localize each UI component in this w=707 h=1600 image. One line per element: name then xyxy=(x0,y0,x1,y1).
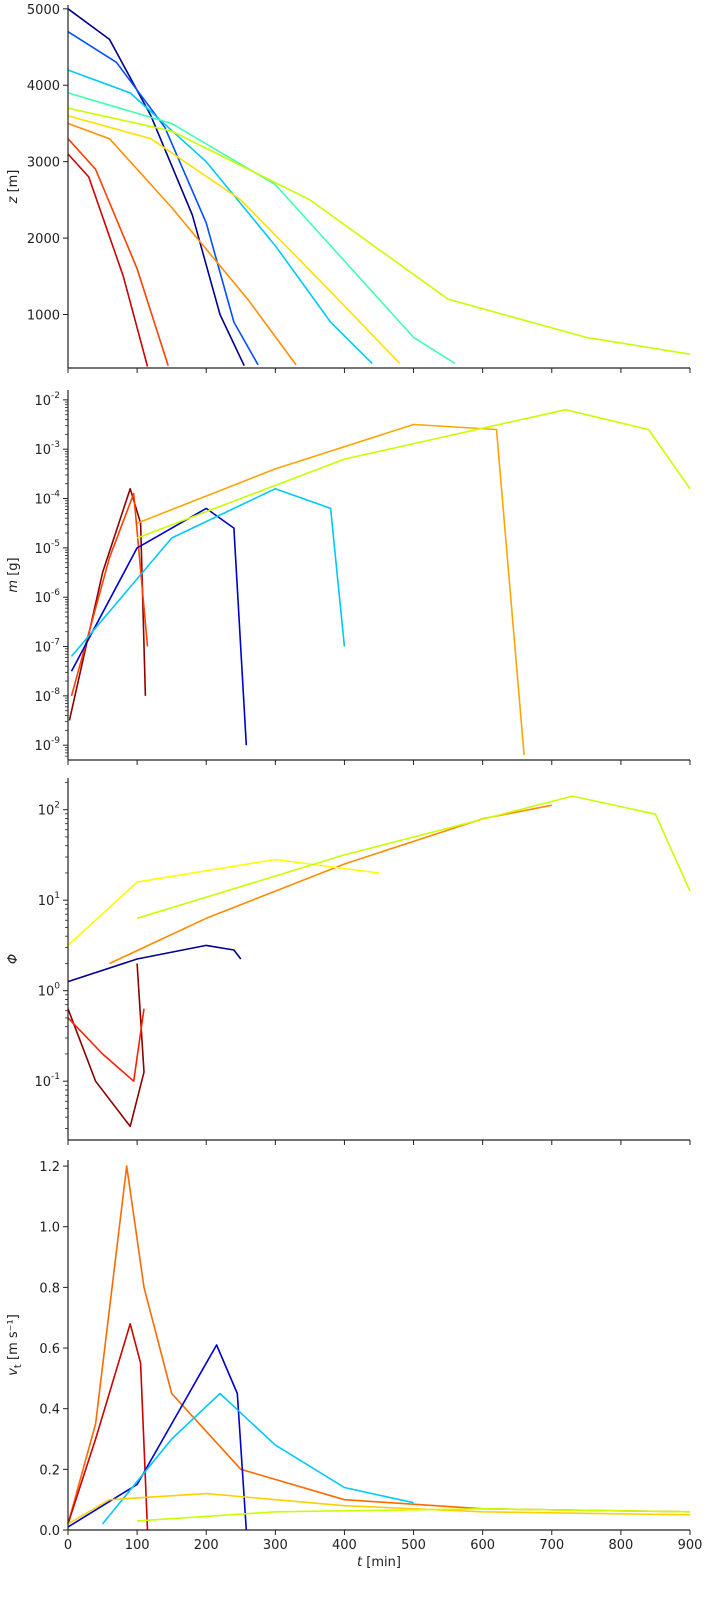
x-axis-label: t [min] xyxy=(357,1555,401,1570)
y-tick-label: 3000 xyxy=(27,156,60,171)
y-tick-label: 10-8 xyxy=(34,687,60,705)
series-line-8 xyxy=(67,138,169,366)
series-line-4 xyxy=(67,858,380,946)
y-tick-label: 5000 xyxy=(27,3,60,18)
series-line-5 xyxy=(67,944,242,983)
y-tick-label: 10-9 xyxy=(34,736,60,754)
series-line-7 xyxy=(67,122,297,366)
y-tick-label: 0.2 xyxy=(39,1463,60,1478)
series-line-2 xyxy=(70,492,149,697)
y-tick-label: 10-1 xyxy=(34,1072,60,1090)
series-line-4 xyxy=(70,487,346,657)
y-tick-label: 4000 xyxy=(27,79,60,94)
x-tick-label: 0 xyxy=(64,1538,72,1553)
series-line-6 xyxy=(136,795,691,920)
y-tick-label: 1.0 xyxy=(39,1221,60,1236)
y-tick-label: 10-7 xyxy=(34,638,60,656)
series-line-5 xyxy=(67,107,691,355)
series-line-4 xyxy=(67,92,456,365)
series-line-4 xyxy=(101,1392,414,1525)
series-line-6 xyxy=(137,1508,691,1522)
series-line-6 xyxy=(136,408,691,539)
y-axis-label: m [g] xyxy=(6,557,21,592)
series-line-1 xyxy=(67,1165,691,1525)
x-tick-label: 200 xyxy=(194,1538,219,1553)
x-tick-label: 900 xyxy=(678,1538,703,1553)
series-line-6 xyxy=(67,115,401,364)
y-tick-label: 2000 xyxy=(27,232,60,247)
series-line-3 xyxy=(70,507,248,746)
x-tick-label: 400 xyxy=(332,1538,357,1553)
y-tick-label: 100 xyxy=(38,982,61,1000)
y-tick-label: 1.2 xyxy=(39,1160,60,1175)
series-group xyxy=(68,408,691,756)
series-group xyxy=(67,8,691,367)
y-tick-label: 10-6 xyxy=(34,588,60,606)
series-line-2 xyxy=(67,31,259,366)
y-tick-label: 1000 xyxy=(27,309,60,324)
panel-3: 10-1 100 101 102 Φ xyxy=(6,778,691,1145)
series-line-2 xyxy=(67,1008,145,1082)
y-axis-label: vt [m s⁻¹] xyxy=(6,1314,24,1376)
x-tick-label: 600 xyxy=(470,1538,495,1553)
y-tick-label: 10-3 xyxy=(34,440,60,458)
panel-1: 1000 2000 3000 4000 5000 z [m] xyxy=(6,3,691,373)
y-tick-label: 10-4 xyxy=(34,490,60,508)
y-tick-label: 0.8 xyxy=(39,1281,60,1296)
series-line-3 xyxy=(67,1344,248,1531)
series-line-3 xyxy=(109,804,552,965)
x-tick-label: 800 xyxy=(608,1538,633,1553)
x-tick-label: 500 xyxy=(401,1538,426,1553)
series-line-1 xyxy=(67,963,145,1128)
series-group xyxy=(67,1165,691,1531)
y-tick-label: 10-5 xyxy=(34,539,60,557)
y-tick-label: 102 xyxy=(38,801,60,819)
series-line-5 xyxy=(67,1492,691,1525)
series-line-5 xyxy=(136,423,525,756)
y-tick-label: 10-2 xyxy=(34,391,60,409)
y-tick-label: 101 xyxy=(38,891,60,909)
series-line-1 xyxy=(67,8,245,367)
series-line-9 xyxy=(67,153,149,367)
panel-4: 0.0 0.2 0.4 0.6 0.8 1.0 1.2 0 100 200 300 400 500 600… xyxy=(6,1160,702,1570)
x-tick-label: 100 xyxy=(125,1538,150,1553)
series-line-3 xyxy=(67,69,373,364)
series-group xyxy=(67,795,691,1128)
x-tick-label: 700 xyxy=(539,1538,564,1553)
series-line-2 xyxy=(67,1323,149,1531)
y-axis-label: z [m] xyxy=(6,170,21,205)
panel-2: 10-9 10-8 10-7 10-6 10-5 10-4 10-3 10-2 m [g] xyxy=(6,390,691,765)
y-tick-label: 0.4 xyxy=(39,1403,60,1418)
y-tick-label: 0.6 xyxy=(39,1342,60,1357)
y-axis-label: Φ xyxy=(6,954,21,964)
y-tick-label: 0.0 xyxy=(39,1524,60,1539)
x-tick-label: 300 xyxy=(263,1538,288,1553)
